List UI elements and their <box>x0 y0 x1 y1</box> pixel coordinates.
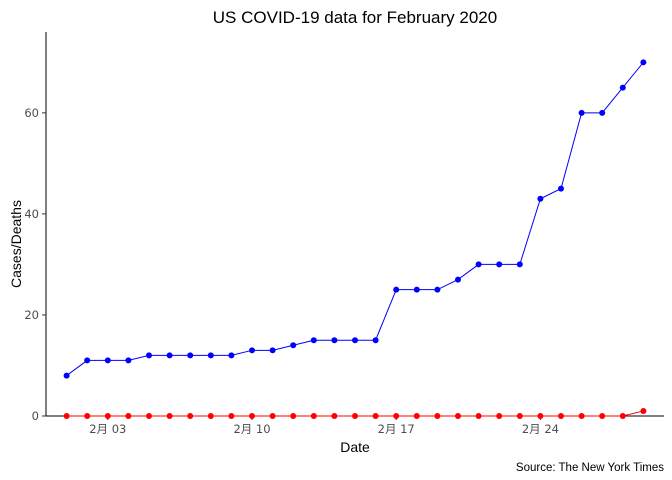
series-1-point <box>413 286 420 293</box>
series-2-point <box>537 413 544 419</box>
series-2-point <box>249 413 255 419</box>
y-axis-ticks: 0 20 40 60 <box>24 106 46 423</box>
series-2-point <box>475 413 482 419</box>
series-2-point <box>310 413 317 419</box>
series-2-point <box>331 413 338 419</box>
series-2-point <box>496 413 503 419</box>
series-2-point <box>516 413 523 419</box>
series-1-point <box>516 261 523 268</box>
series-2-point <box>146 413 152 419</box>
series-2-point <box>393 413 400 419</box>
series-1-point <box>166 352 173 359</box>
chart-title: US COVID-19 data for February 2020 <box>213 8 497 27</box>
series-1-point <box>249 347 255 354</box>
series-1-point <box>63 372 70 379</box>
series-2-point <box>599 413 606 419</box>
series-1-line <box>66 62 644 376</box>
series-2 <box>63 407 647 419</box>
series-1-point <box>207 352 214 359</box>
series-1-point <box>372 337 379 344</box>
series-2-point <box>125 413 132 419</box>
series-1-point <box>640 59 647 66</box>
series-1-point <box>619 84 626 91</box>
series-1-point <box>578 109 585 116</box>
y-tick-label: 20 <box>24 308 39 322</box>
y-tick-label: 60 <box>24 106 39 120</box>
y-tick-label: 0 <box>32 409 39 423</box>
series-1-point <box>434 286 441 293</box>
series-1 <box>63 59 647 379</box>
series-1-point <box>455 276 461 283</box>
x-tick-label: 2月 17 <box>378 422 415 436</box>
series-1-point <box>125 357 132 364</box>
series-1-point <box>228 352 235 359</box>
series-1-point <box>393 286 400 293</box>
series-1-point <box>310 337 317 344</box>
plot-area: 0 20 40 60 2月 03 2月 10 2月 17 2月 24 <box>24 32 664 436</box>
series-1-point <box>475 261 482 268</box>
series-1-point <box>269 347 276 354</box>
series-1-point <box>187 352 194 359</box>
series-1-point <box>537 195 544 202</box>
y-axis-title: Cases/Deaths <box>8 200 24 288</box>
x-axis-title: Date <box>340 439 370 455</box>
series-1-point <box>331 337 338 344</box>
series-2-point <box>187 413 194 419</box>
series-2-point <box>578 413 585 419</box>
series-1-point <box>146 352 152 359</box>
y-tick-label: 40 <box>24 207 39 221</box>
series-2-point <box>372 413 379 419</box>
series-2-point <box>207 413 214 419</box>
series-2-point <box>434 413 441 419</box>
series-1-point <box>496 261 503 268</box>
series-1-point <box>599 109 606 116</box>
series-1-point <box>558 185 564 192</box>
series-2-point <box>84 413 91 419</box>
x-tick-label: 2月 10 <box>233 422 270 436</box>
series-2-point <box>640 407 647 414</box>
series-2-point <box>104 413 111 419</box>
series-1-point <box>290 342 297 349</box>
x-axis-ticks: 2月 03 2月 10 2月 17 2月 24 <box>89 416 559 436</box>
x-tick-label: 2月 03 <box>89 422 126 436</box>
series-2-point <box>619 413 626 419</box>
series-2-point <box>166 413 173 419</box>
series-2-point <box>269 413 276 419</box>
series-layer <box>63 59 647 419</box>
series-1-point <box>84 357 91 364</box>
series-2-point <box>228 413 235 419</box>
chart-caption: Source: The New York Times <box>516 462 664 474</box>
series-2-point <box>558 413 564 419</box>
series-2-point <box>63 413 70 419</box>
series-2-point <box>352 413 358 419</box>
series-1-point <box>104 357 111 364</box>
series-2-point <box>290 413 297 419</box>
series-1-point <box>352 337 358 344</box>
x-tick-label: 2月 24 <box>522 422 559 436</box>
series-2-point <box>413 413 420 419</box>
series-2-point <box>455 413 461 419</box>
